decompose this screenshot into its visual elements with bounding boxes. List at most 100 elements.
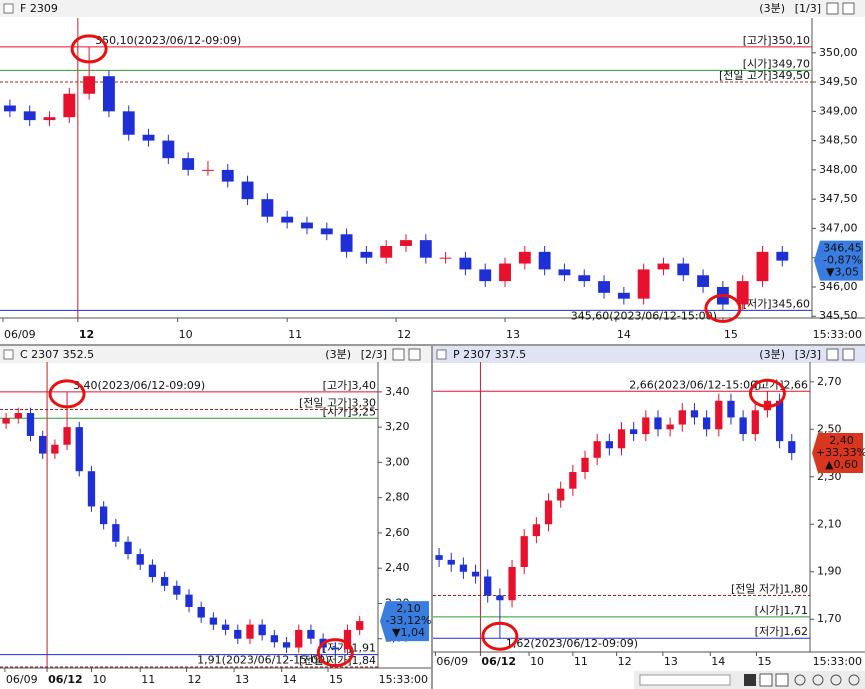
candle-body xyxy=(75,427,83,472)
checkbox[interactable] xyxy=(3,3,14,14)
candle-body xyxy=(400,240,412,246)
price-box xyxy=(380,601,429,642)
candle-body xyxy=(715,400,723,430)
y-tick-label: 346,00 xyxy=(819,280,858,293)
interval: (3분) xyxy=(759,2,785,15)
candle-body xyxy=(360,251,373,258)
candle-body xyxy=(736,281,749,305)
candle-body xyxy=(557,488,565,501)
y-tick-label: 348,00 xyxy=(819,163,858,176)
candle-body xyxy=(447,559,455,565)
x-tick-label: 06/09 xyxy=(436,655,468,668)
zoom-out[interactable] xyxy=(812,674,824,686)
candle-body xyxy=(282,642,291,648)
reference-label: [전일 고가]349,50 xyxy=(719,68,810,82)
interval: (3분) xyxy=(759,348,785,361)
candle-body xyxy=(142,134,155,141)
extreme-note: 3,40(2023/06/12-09:09) xyxy=(73,379,205,392)
x-tick-label: 11 xyxy=(141,673,155,686)
candle-body xyxy=(185,594,193,607)
highlight-circle xyxy=(704,293,742,323)
highlight-circle xyxy=(48,379,86,409)
restore-button[interactable] xyxy=(392,348,405,361)
x-tick-label: 06/12 xyxy=(48,673,83,686)
x-tick-label: 14 xyxy=(711,655,725,668)
price-box xyxy=(814,240,863,281)
y-tick-label: 349,50 xyxy=(819,75,858,88)
x-tick-label: 15 xyxy=(724,328,738,341)
y-tick-label: 2,10 xyxy=(817,517,842,530)
x-tick-label: 12 xyxy=(397,328,411,341)
x-tick-label: 14 xyxy=(617,328,631,341)
candle-body xyxy=(380,245,393,258)
reference-label: [고가]350,10 xyxy=(743,34,810,47)
candle-body xyxy=(3,105,16,112)
y-tick-label: 347,00 xyxy=(819,221,858,234)
y-tick-label: 347,50 xyxy=(819,192,858,205)
candle-body xyxy=(578,275,591,282)
candle-body xyxy=(295,629,303,648)
change-pct: +33,33% xyxy=(816,446,865,459)
y-tick-label: 2,40 xyxy=(385,561,410,574)
candle-body xyxy=(532,524,541,537)
candle-body xyxy=(340,234,353,252)
candle-body xyxy=(654,417,662,430)
candle-body xyxy=(83,76,96,94)
candle-body xyxy=(221,169,234,182)
close-button[interactable] xyxy=(408,348,421,361)
reference-label: [고가]3,40 xyxy=(323,379,376,392)
clock: 15:33:00 xyxy=(813,328,862,341)
toolbar xyxy=(634,671,865,689)
close-button[interactable] xyxy=(842,2,855,15)
extreme-note: 1,62(2023/06/12-09:09) xyxy=(506,637,638,650)
restore-button[interactable] xyxy=(826,348,839,361)
candle-body xyxy=(508,567,516,601)
candle-body xyxy=(331,647,339,650)
candle-body xyxy=(605,441,613,449)
candle-body xyxy=(617,429,626,449)
candle-body xyxy=(479,269,492,282)
candle-body xyxy=(666,424,674,430)
restore-button[interactable] xyxy=(826,2,839,15)
x-tick-label: 06/09 xyxy=(6,673,38,686)
candle-body xyxy=(459,257,472,270)
candle-body xyxy=(484,576,492,596)
candle-body xyxy=(136,554,144,565)
candle-body xyxy=(435,555,443,560)
zoom-in[interactable] xyxy=(794,674,806,686)
candle-body xyxy=(261,199,274,217)
button[interactable] xyxy=(744,674,756,686)
button[interactable] xyxy=(775,673,789,687)
highlight-circle xyxy=(481,621,519,651)
checkbox[interactable] xyxy=(3,349,14,360)
candle-body xyxy=(642,417,650,435)
clock: 15:33:00 xyxy=(379,673,428,686)
candle-body xyxy=(775,400,784,442)
candle-body xyxy=(43,117,56,121)
close-button[interactable] xyxy=(842,348,855,361)
button[interactable] xyxy=(759,673,773,687)
clock: 15:33:00 xyxy=(813,655,862,668)
zoom-reset[interactable] xyxy=(848,674,860,686)
checkbox[interactable] xyxy=(436,349,447,360)
candle-body xyxy=(307,629,315,639)
zoom[interactable] xyxy=(830,674,842,686)
x-tick-label: 15 xyxy=(329,673,343,686)
page-indicator: [1/3] xyxy=(795,2,821,15)
candle-body xyxy=(581,457,589,473)
candle-body xyxy=(657,263,670,270)
candle-body xyxy=(320,228,333,235)
candle-body xyxy=(102,76,115,112)
y-tick-label: 3,40 xyxy=(385,385,410,398)
candle-body xyxy=(343,629,352,650)
interval: (3분) xyxy=(325,348,351,361)
change: ▼3,05 xyxy=(826,266,859,279)
panel-header xyxy=(433,346,865,363)
scrollbar[interactable] xyxy=(639,674,731,686)
candle-body xyxy=(544,500,553,525)
candle-body xyxy=(173,585,181,595)
extreme-note: 345,60(2023/06/12-15:00) xyxy=(571,309,717,322)
panel-title: C 2307 352.5 xyxy=(20,348,94,361)
x-tick-label: 06/09 xyxy=(4,328,36,341)
